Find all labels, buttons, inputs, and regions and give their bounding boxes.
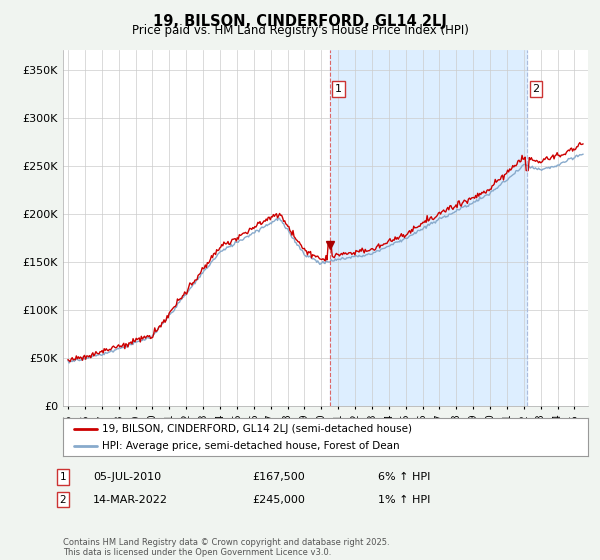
Text: £167,500: £167,500 [252,472,305,482]
Text: 1: 1 [335,84,342,94]
Text: 19, BILSON, CINDERFORD, GL14 2LJ: 19, BILSON, CINDERFORD, GL14 2LJ [153,14,447,29]
Text: 2: 2 [532,84,539,94]
Text: 14-MAR-2022: 14-MAR-2022 [93,494,168,505]
Text: 1% ↑ HPI: 1% ↑ HPI [378,494,430,505]
Text: 2: 2 [59,494,67,505]
Text: £245,000: £245,000 [252,494,305,505]
Text: 6% ↑ HPI: 6% ↑ HPI [378,472,430,482]
Text: 19, BILSON, CINDERFORD, GL14 2LJ (semi-detached house): 19, BILSON, CINDERFORD, GL14 2LJ (semi-d… [103,423,412,433]
Text: Price paid vs. HM Land Registry's House Price Index (HPI): Price paid vs. HM Land Registry's House … [131,24,469,37]
Text: HPI: Average price, semi-detached house, Forest of Dean: HPI: Average price, semi-detached house,… [103,441,400,451]
Text: Contains HM Land Registry data © Crown copyright and database right 2025.
This d: Contains HM Land Registry data © Crown c… [63,538,389,557]
Text: 1: 1 [59,472,67,482]
Text: 05-JUL-2010: 05-JUL-2010 [93,472,161,482]
Bar [330,50,527,406]
